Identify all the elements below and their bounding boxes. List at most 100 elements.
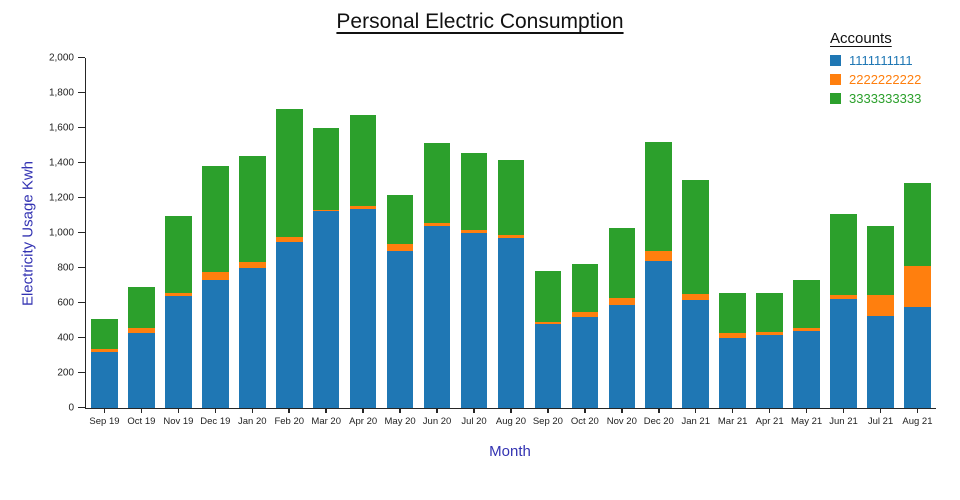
bar-segment-3333333333 (904, 183, 931, 267)
legend-items: 1111111111 2222222222 3333333333 (830, 53, 950, 106)
bar-slot (419, 58, 456, 408)
x-tick-label: Jun 21 (829, 416, 858, 427)
x-tick-slot (86, 408, 123, 413)
bar-slot (492, 58, 529, 408)
bar-segment-2222222222 (534, 322, 562, 324)
bar-segment-1111111111 (460, 233, 488, 408)
x-tick-mark (547, 408, 549, 413)
bar-segment-3333333333 (608, 227, 636, 298)
bar-slot (899, 58, 936, 408)
bar-segment-2222222222 (165, 293, 192, 296)
bar-segment-1111111111 (128, 332, 155, 408)
bar-slot (640, 58, 677, 408)
bar-may-20 (386, 195, 414, 408)
y-tick-label: 1,800 (48, 87, 74, 99)
x-tick-label: May 20 (384, 416, 416, 427)
bar-slot (160, 58, 197, 408)
bar-segment-1111111111 (608, 304, 636, 408)
bar-slot (677, 58, 714, 408)
bar-segment-3333333333 (312, 128, 340, 211)
x-tick-label: Jun 20 (422, 416, 452, 427)
x-tick-label: Jul 20 (461, 416, 487, 427)
bar-oct-19 (128, 287, 155, 408)
bar-segment-2222222222 (91, 348, 118, 352)
x-tick-mark (362, 408, 364, 413)
bar-segment-3333333333 (386, 195, 414, 244)
bar-segment-3333333333 (91, 318, 118, 349)
x-tick-slot (234, 408, 271, 413)
bar-segment-2222222222 (386, 243, 414, 251)
x-tick-mark (214, 408, 217, 413)
bar-slot (862, 58, 899, 408)
x-tick-slot (714, 408, 751, 413)
bar-aug-21 (904, 183, 931, 408)
bar-slot (788, 58, 825, 408)
bar-segment-3333333333 (275, 108, 303, 238)
bar-segment-2222222222 (682, 294, 710, 300)
y-tick-mark (78, 161, 85, 163)
x-tick-mark (916, 408, 919, 413)
bar-nov-19 (165, 216, 192, 408)
bar-segment-3333333333 (349, 114, 377, 206)
y-tick-label: 400 (57, 332, 74, 344)
y-tick-label: 800 (57, 262, 74, 274)
bar-segment-2222222222 (312, 210, 340, 212)
x-tick-slot (382, 408, 419, 413)
bar-segment-2222222222 (128, 328, 155, 333)
x-tick-slot (160, 408, 197, 413)
bar-segment-1111111111 (497, 238, 525, 408)
bar-segment-2222222222 (830, 295, 857, 299)
x-tick-label: Feb 20 (274, 416, 305, 427)
legend-label: 2222222222 (849, 72, 922, 87)
x-tick-slot (123, 408, 160, 413)
x-tick-slot (345, 408, 382, 413)
bar-segment-1111111111 (312, 211, 340, 408)
y-tick-label: 0 (68, 402, 74, 414)
bar-segment-1111111111 (165, 296, 192, 408)
x-tick-mark (805, 408, 808, 413)
bar-dec-20 (645, 142, 673, 408)
bar-apr-20 (349, 114, 377, 408)
x-tick-mark (879, 408, 882, 413)
legend: Accounts 1111111111 2222222222 3333333333 (830, 30, 950, 110)
bar-segment-3333333333 (423, 142, 451, 223)
x-tick-slot (677, 408, 714, 413)
bar-segment-1111111111 (793, 331, 820, 408)
bar-jun-21 (830, 213, 857, 408)
x-tick-slot (751, 408, 788, 413)
bar-segment-3333333333 (128, 287, 155, 329)
chart-title: Personal Electric Consumption (336, 10, 624, 33)
bar-slot (603, 58, 640, 408)
x-tick-slot (456, 408, 493, 413)
bar-segment-2222222222 (756, 331, 783, 335)
x-tick-mark (399, 408, 401, 413)
bar-sep-19 (91, 318, 118, 408)
bar-slot (566, 58, 603, 408)
bar-segment-3333333333 (793, 280, 820, 329)
bar-segment-2222222222 (349, 205, 377, 209)
x-tick-slot (308, 408, 345, 413)
x-tick-label: Oct 19 (127, 416, 156, 427)
x-tick-label: Dec 19 (200, 416, 231, 427)
y-tick-mark (78, 336, 85, 338)
x-tick-label: Aug 21 (902, 416, 933, 427)
bar-feb-20 (275, 108, 303, 408)
bar-segment-1111111111 (534, 324, 562, 408)
y-tick-mark (78, 406, 85, 408)
bar-jan-20 (238, 156, 266, 408)
x-axis-label: Month (489, 443, 531, 460)
x-tick-mark (842, 408, 845, 413)
bar-segment-2222222222 (423, 222, 451, 226)
bar-slot (382, 58, 419, 408)
y-tick-label: 1,400 (48, 157, 74, 169)
x-tick-label: Jul 21 (867, 416, 894, 427)
y-tick-mark (78, 126, 85, 128)
x-tick-slot (603, 408, 640, 413)
bar-segment-3333333333 (867, 226, 894, 296)
x-tick-slot (825, 408, 862, 413)
x-tick-mark (621, 408, 623, 413)
x-tick-label: Jan 21 (681, 416, 710, 427)
x-tick-slot (566, 408, 603, 413)
bar-jun-20 (423, 142, 451, 408)
bar-segment-1111111111 (830, 298, 857, 408)
